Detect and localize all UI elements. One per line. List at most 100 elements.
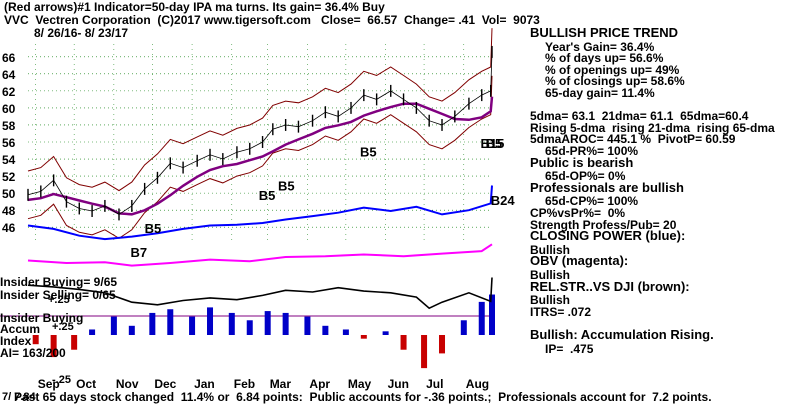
marker-b5-0: B5	[145, 221, 162, 236]
accum-bar-22	[460, 320, 467, 335]
accum-bar-7	[167, 309, 174, 335]
accum-bar-10	[228, 312, 235, 335]
y-tick-62: 62	[2, 85, 16, 99]
obv-path	[27, 243, 493, 267]
accum-top-plus: +.25	[48, 294, 70, 306]
accum-label: Accum	[0, 322, 41, 336]
rel-strength-path	[27, 277, 493, 310]
right-panel-line-20: Bullish	[530, 268, 571, 282]
header-line2: VVC Vectren Corporation (C)2017 www.tige…	[4, 13, 540, 27]
marker-b5-4: B5	[360, 144, 377, 159]
x-tick-May: May	[348, 377, 372, 391]
marker-b5-7: B5	[486, 136, 503, 151]
index-label: Index	[0, 334, 32, 348]
accumulation-index-bars	[32, 294, 495, 369]
lower-band	[27, 75, 493, 239]
y-tick-58: 58	[2, 119, 16, 133]
x-tick-Mar: Mar	[270, 377, 292, 391]
marker-b24-5: B24	[491, 193, 516, 208]
grid-lines	[0, 44, 492, 317]
upper-band	[27, 28, 493, 192]
right-panel-line-10: 65d-PR%= 100%	[545, 144, 639, 158]
x-tick-Aug: Aug	[466, 377, 489, 391]
accum-bar-9	[207, 307, 214, 335]
ai-label: AI= 163/200	[0, 346, 66, 360]
y-tick-60: 60	[2, 102, 16, 116]
right-panel-line-26: IP= .475	[545, 341, 594, 356]
price-line	[27, 51, 493, 215]
x-tick-Apr: Apr	[309, 377, 330, 391]
right-panel-line-16: Strength Profess/Pub= 20	[530, 217, 677, 232]
y-tick-52: 52	[2, 170, 16, 184]
x-tick-Oct: Oct	[76, 377, 96, 391]
marker-b7-1: B7	[131, 245, 148, 260]
y-tick-50: 50	[2, 187, 16, 201]
marker-b5-3: B5	[278, 179, 295, 194]
right-panel-line-14: 65d-CP%= 100%	[545, 194, 639, 209]
insider-buying-label: Insider Buying= 9/65	[0, 275, 118, 289]
right-panel-line-11: Public is bearish	[530, 154, 634, 170]
accum-bar-4	[110, 316, 117, 335]
price-bars	[27, 45, 493, 221]
marker-b5-2: B5	[259, 188, 276, 203]
accum-bar-0	[32, 335, 39, 345]
corner-label: 7/ 7.84	[2, 391, 36, 403]
right-panel-line-8: Rising 5-dma rising 21-dma rising 65-dma	[530, 120, 775, 135]
price-bands	[27, 28, 494, 239]
accum-bar-11	[246, 320, 253, 335]
accum-bar-21	[439, 335, 446, 354]
header-line3: 8/ 26/16- 8/ 23/17	[34, 26, 129, 40]
accum-plus: +.25	[52, 321, 74, 333]
right-panel-line-7: 5dma= 63.1 21dma= 61.1 65dma=60.4	[530, 109, 749, 124]
right-panel-line-9: 5dmaAROC= 445.1 % PivotP= 60.59	[530, 132, 736, 147]
x-axis-ticks: Sep Oct Nov Dec Jan Feb Mar Apr May Jun Jul Aug	[38, 377, 489, 391]
footer-summary: Past 65 days stock changed 11.4% or 6.84…	[14, 390, 712, 404]
insider-buying-label-2: Insider Buying	[0, 311, 84, 325]
y-tick-46: 46	[2, 221, 16, 235]
right-panel-line-22: Bullish	[530, 293, 571, 308]
accum-bar-15	[322, 325, 329, 335]
obv-line	[27, 243, 493, 267]
x-tick-Feb: Feb	[234, 377, 255, 391]
x-tick-Sep: Sep	[38, 377, 60, 391]
accum-bar-17	[360, 335, 367, 339]
insider-selling-label: Insider Selling= 0/65	[0, 288, 116, 302]
right-panel-line-3: % of openings up= 49%	[545, 62, 680, 77]
right-panel-line-1: Year's Gain= 36.4%	[545, 39, 655, 54]
x-tick-Nov: Nov	[116, 377, 139, 391]
y-axis-ticks: 46 48 50 52 54 56 58 60 62 64 66	[2, 51, 16, 235]
right-panel-line-12: 65d-OP%= 0%	[545, 169, 626, 184]
accum-minus: -.25	[52, 374, 71, 386]
accum-bar-24	[489, 294, 495, 335]
accum-bar-6	[149, 312, 156, 335]
accum-bar-3	[89, 329, 96, 335]
accum-bar-1	[50, 335, 57, 358]
right-panel-line-23: ITRS= .072	[530, 304, 592, 319]
y-tick-64: 64	[2, 68, 16, 82]
right-panel-line-4: % of closings up= 58.6%	[545, 74, 685, 89]
right-panel-line-21: REL.STR..VS DJI (brown):	[530, 278, 690, 294]
header-line1: (Red arrows)#1 Indicator=50-day IPA ma t…	[4, 0, 385, 14]
y-tick-48: 48	[2, 204, 16, 218]
x-tick-Jun: Jun	[388, 377, 409, 391]
accum-bar-23	[478, 301, 485, 335]
accum-bar-8	[189, 316, 196, 335]
accum-bar-2	[71, 335, 78, 350]
x-tick-Jul: Jul	[426, 377, 443, 391]
x-tick-Jan: Jan	[194, 377, 215, 391]
right-panel-line-18: Bullish	[530, 242, 571, 257]
right-panel-line-17: CLOSING POWER (blue):	[530, 228, 686, 244]
closing-power-line	[27, 185, 493, 241]
x-tick-Dec: Dec	[154, 377, 176, 391]
accum-bar-20	[421, 335, 428, 369]
accum-bar-14	[304, 316, 311, 335]
y-tick-66: 66	[2, 51, 16, 65]
accum-bar-12	[264, 311, 271, 335]
right-panel-line-15: CP%vsPr%= 0%	[530, 206, 626, 220]
accum-bar-13	[282, 312, 289, 335]
accum-bar-18	[382, 331, 389, 335]
right-panel-line-5: 65-day gain= 11.4%	[545, 86, 655, 100]
closing-power-path	[27, 185, 493, 241]
right-panel-line-0: BULLISH PRICE TREND	[530, 25, 679, 40]
